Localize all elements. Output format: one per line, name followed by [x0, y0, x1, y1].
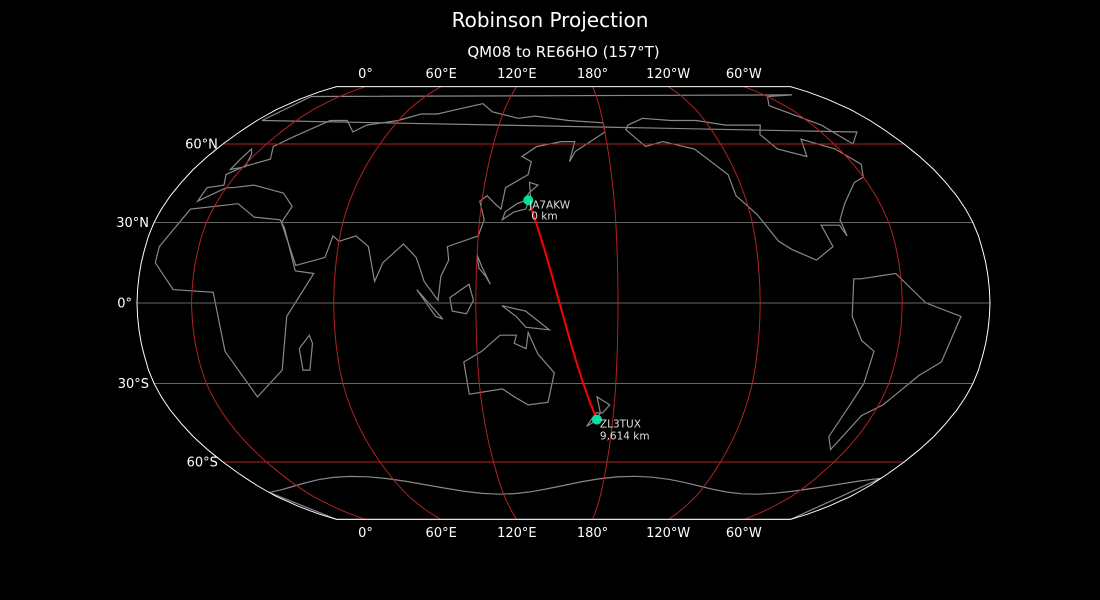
coastline: [298, 333, 314, 371]
longitude-label: 180°: [577, 526, 608, 541]
meridian-line: [333, 86, 442, 520]
map-outline: [136, 86, 991, 520]
axis-ticks: 0° 0° 60°E 60°E 120°E 120°E 180° 180° 120°W 120°W…: [116, 67, 762, 541]
longitude-label: 0°: [358, 67, 373, 82]
coastline: [501, 181, 540, 222]
coastline: [476, 254, 491, 285]
end-distance-label: 9,614 km: [600, 431, 650, 443]
great-circle-route: [527, 199, 598, 420]
coastline: [463, 330, 555, 406]
meridian-line: [667, 86, 761, 520]
longitude-label: 180°: [577, 67, 608, 82]
longitude-label: 60°W: [726, 526, 762, 541]
longitude-label: 120°E: [497, 526, 537, 541]
coastline: [586, 395, 611, 427]
longitude-label: 120°W: [646, 67, 690, 82]
coastlines: [154, 94, 962, 520]
longitude-label: 60°E: [426, 526, 457, 541]
latitude-label: 0°: [117, 297, 132, 312]
coastline: [501, 305, 552, 331]
end-marker[interactable]: [591, 414, 602, 425]
longitude-label: 120°E: [497, 67, 537, 82]
longitude-label: 60°E: [426, 67, 457, 82]
start-marker[interactable]: [523, 195, 534, 206]
meridian-line: [743, 86, 903, 520]
coastline: [195, 103, 606, 302]
longitude-label: 0°: [358, 526, 373, 541]
longitude-label: 120°W: [646, 526, 690, 541]
start-callsign-label: JA7AKW: [528, 199, 570, 211]
end-callsign-label: ZL3TUX: [600, 419, 641, 431]
meridian-line: [475, 86, 518, 520]
coastline: [449, 283, 475, 315]
latitude-label: 30°S: [118, 377, 149, 392]
coastline-antarctica: [267, 475, 882, 520]
meridian-line: [190, 86, 366, 520]
coastline: [228, 147, 253, 171]
coastline: [625, 117, 864, 261]
meridian-line: [592, 86, 619, 520]
map-title: Robinson Projection: [451, 8, 649, 32]
latitude-label: 60°S: [187, 455, 218, 470]
coastline: [828, 272, 962, 451]
coastline: [154, 203, 315, 398]
longitude-label: 60°W: [726, 67, 762, 82]
graticule: [137, 86, 990, 520]
latitude-label: 60°N: [185, 138, 218, 153]
latitude-label: 30°N: [116, 216, 149, 231]
start-distance-label: 0 km: [531, 210, 557, 222]
map-subtitle: QM08 to RE66HO (157°T): [467, 43, 660, 61]
